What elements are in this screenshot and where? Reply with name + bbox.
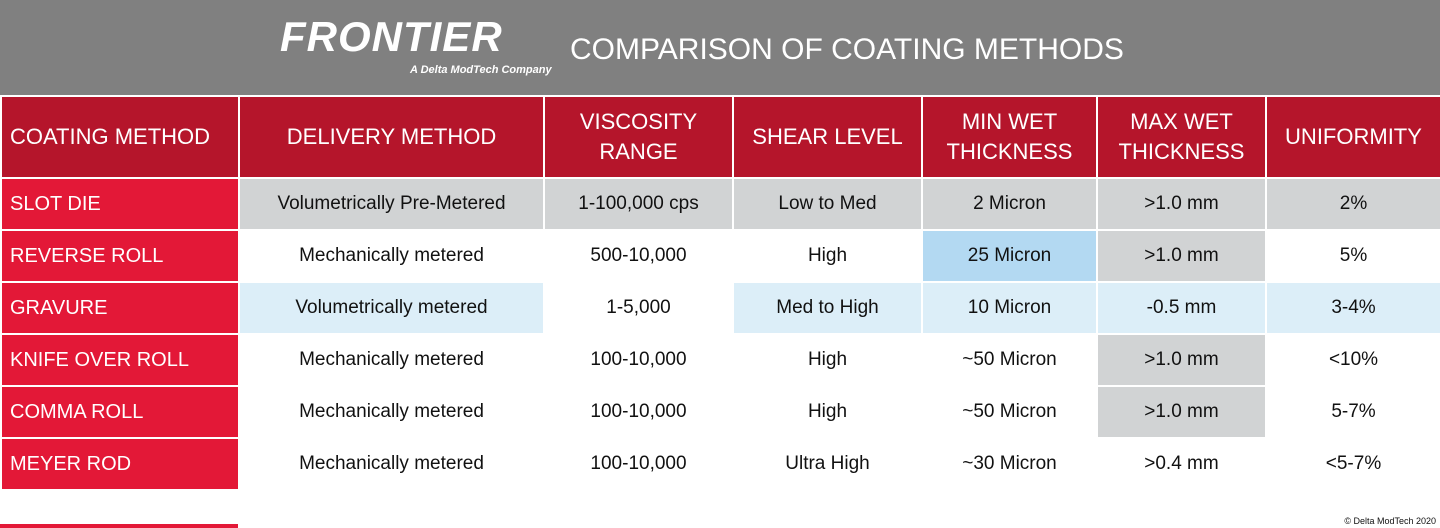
method-name: MEYER ROD — [0, 437, 240, 491]
cell: <10% — [1265, 333, 1440, 387]
cell: 500-10,000 — [543, 229, 734, 283]
method-name: GRAVURE — [0, 281, 240, 335]
cell: 2 Micron — [921, 177, 1098, 231]
cell: Mechanically metered — [238, 333, 545, 387]
cell: High — [732, 229, 923, 283]
cell: Mechanically metered — [238, 229, 545, 283]
table-row: KNIFE OVER ROLL Mechanically metered 100-1… — [0, 333, 1440, 387]
cell: Mechanically metered — [238, 437, 545, 491]
title: COMPARISON OF COATING METHODS — [570, 33, 1124, 66]
table-row: GRAVURE Volumetrically metered 1-5,000 Med … — [0, 281, 1440, 335]
cell: 3-4% — [1265, 281, 1440, 335]
cell: -0.5 mm — [1096, 281, 1267, 335]
cell: ~50 Micron — [921, 385, 1098, 439]
method-name: SLOT DIE — [0, 177, 240, 231]
cell: Mechanically metered — [238, 385, 545, 439]
cell: 1-100,000 cps — [543, 177, 734, 231]
cell: >1.0 mm — [1096, 385, 1267, 439]
cell: Med to High — [732, 281, 923, 335]
method-name: REVERSE ROLL — [0, 229, 240, 283]
cell: ~50 Micron — [921, 333, 1098, 387]
copyright: © Delta ModTech 2020 — [1344, 516, 1436, 526]
column-header: MIN WET THICKNESS — [921, 95, 1098, 179]
column-header: UNIFORMITY — [1265, 95, 1440, 179]
method-name: COMMA ROLL — [0, 385, 240, 439]
cell: High — [732, 385, 923, 439]
column-header: DELIVERY METHOD — [238, 95, 545, 179]
cell: 5-7% — [1265, 385, 1440, 439]
cell: Ultra High — [732, 437, 923, 491]
column-header: COATING METHOD — [0, 95, 240, 179]
cell: 100-10,000 — [543, 437, 734, 491]
cell: ~30 Micron — [921, 437, 1098, 491]
cell: Low to Med — [732, 177, 923, 231]
cell: 2% — [1265, 177, 1440, 231]
cell: Volumetrically Pre-Metered — [238, 177, 545, 231]
header-bar: FRONTIER A Delta ModTech Company COMPARI… — [0, 0, 1440, 95]
cell: >1.0 mm — [1096, 177, 1267, 231]
cell: 5% — [1265, 229, 1440, 283]
column-header: VISCOSITY RANGE — [543, 95, 734, 179]
column-header: MAX WET THICKNESS — [1096, 95, 1267, 179]
table-row: COMMA ROLL Mechanically metered 100-10,000… — [0, 385, 1440, 439]
cell: High — [732, 333, 923, 387]
cell: 1-5,000 — [543, 281, 734, 335]
method-name: KNIFE OVER ROLL — [0, 333, 240, 387]
table-row: SLOT DIE Volumetrically Pre-Metered 1-100,… — [0, 177, 1440, 231]
cell: 100-10,000 — [543, 385, 734, 439]
table-row: MEYER ROD Mechanically metered 100-10,000 U… — [0, 437, 1440, 491]
cell: 100-10,000 — [543, 333, 734, 387]
table-row: REVERSE ROLL Mechanically metered 500-10,0… — [0, 229, 1440, 283]
comparison-table: COATING METHOD DELIVERY METHOD VISCOSITY R… — [0, 95, 1440, 491]
cell: <5-7% — [1265, 437, 1440, 491]
column-header: SHEAR LEVEL — [732, 95, 923, 179]
cell: 10 Micron — [921, 281, 1098, 335]
logo: FRONTIER — [280, 13, 503, 60]
cell: Volumetrically metered — [238, 281, 545, 335]
strip — [0, 524, 238, 528]
cell: 25 Micron — [921, 229, 1098, 283]
logo-subtitle: A Delta ModTech Company — [410, 64, 552, 76]
cell: >1.0 mm — [1096, 333, 1267, 387]
cell: >1.0 mm — [1096, 229, 1267, 283]
cell: >0.4 mm — [1096, 437, 1267, 491]
